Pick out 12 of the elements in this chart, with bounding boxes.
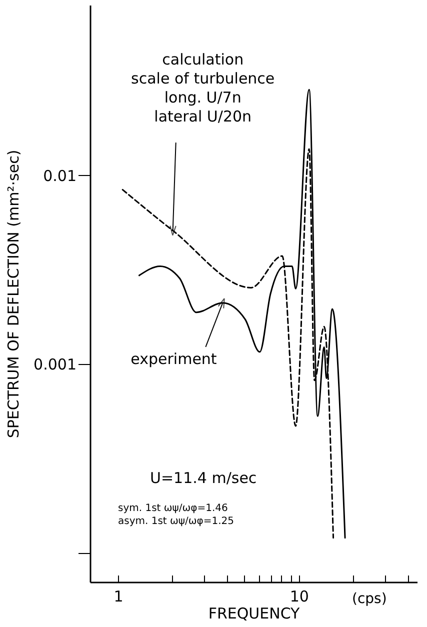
y-tick-label: 0.01 xyxy=(43,166,76,185)
y-axis-title: SPECTRUM OF DEFLECTION (mm²·sec) xyxy=(4,150,23,438)
x-axis-title: FREQUENCY xyxy=(208,604,301,622)
annotation: U=11.4 m/sec xyxy=(150,469,257,487)
annotation: calculation scale of turbulence long. U/7n lateral U/20n xyxy=(131,50,275,126)
annotation: experiment xyxy=(130,350,217,368)
annotation: asym. 1st ωψ/ωφ=1.25 xyxy=(118,516,234,527)
annotation: sym. 1st ωψ/ωφ=1.46 xyxy=(118,503,228,514)
y-tick-label: 0.001 xyxy=(34,356,76,374)
x-tick-label: 1 xyxy=(114,588,124,606)
x-tick-label: 10 xyxy=(290,588,309,606)
text: (cps) xyxy=(352,591,387,607)
